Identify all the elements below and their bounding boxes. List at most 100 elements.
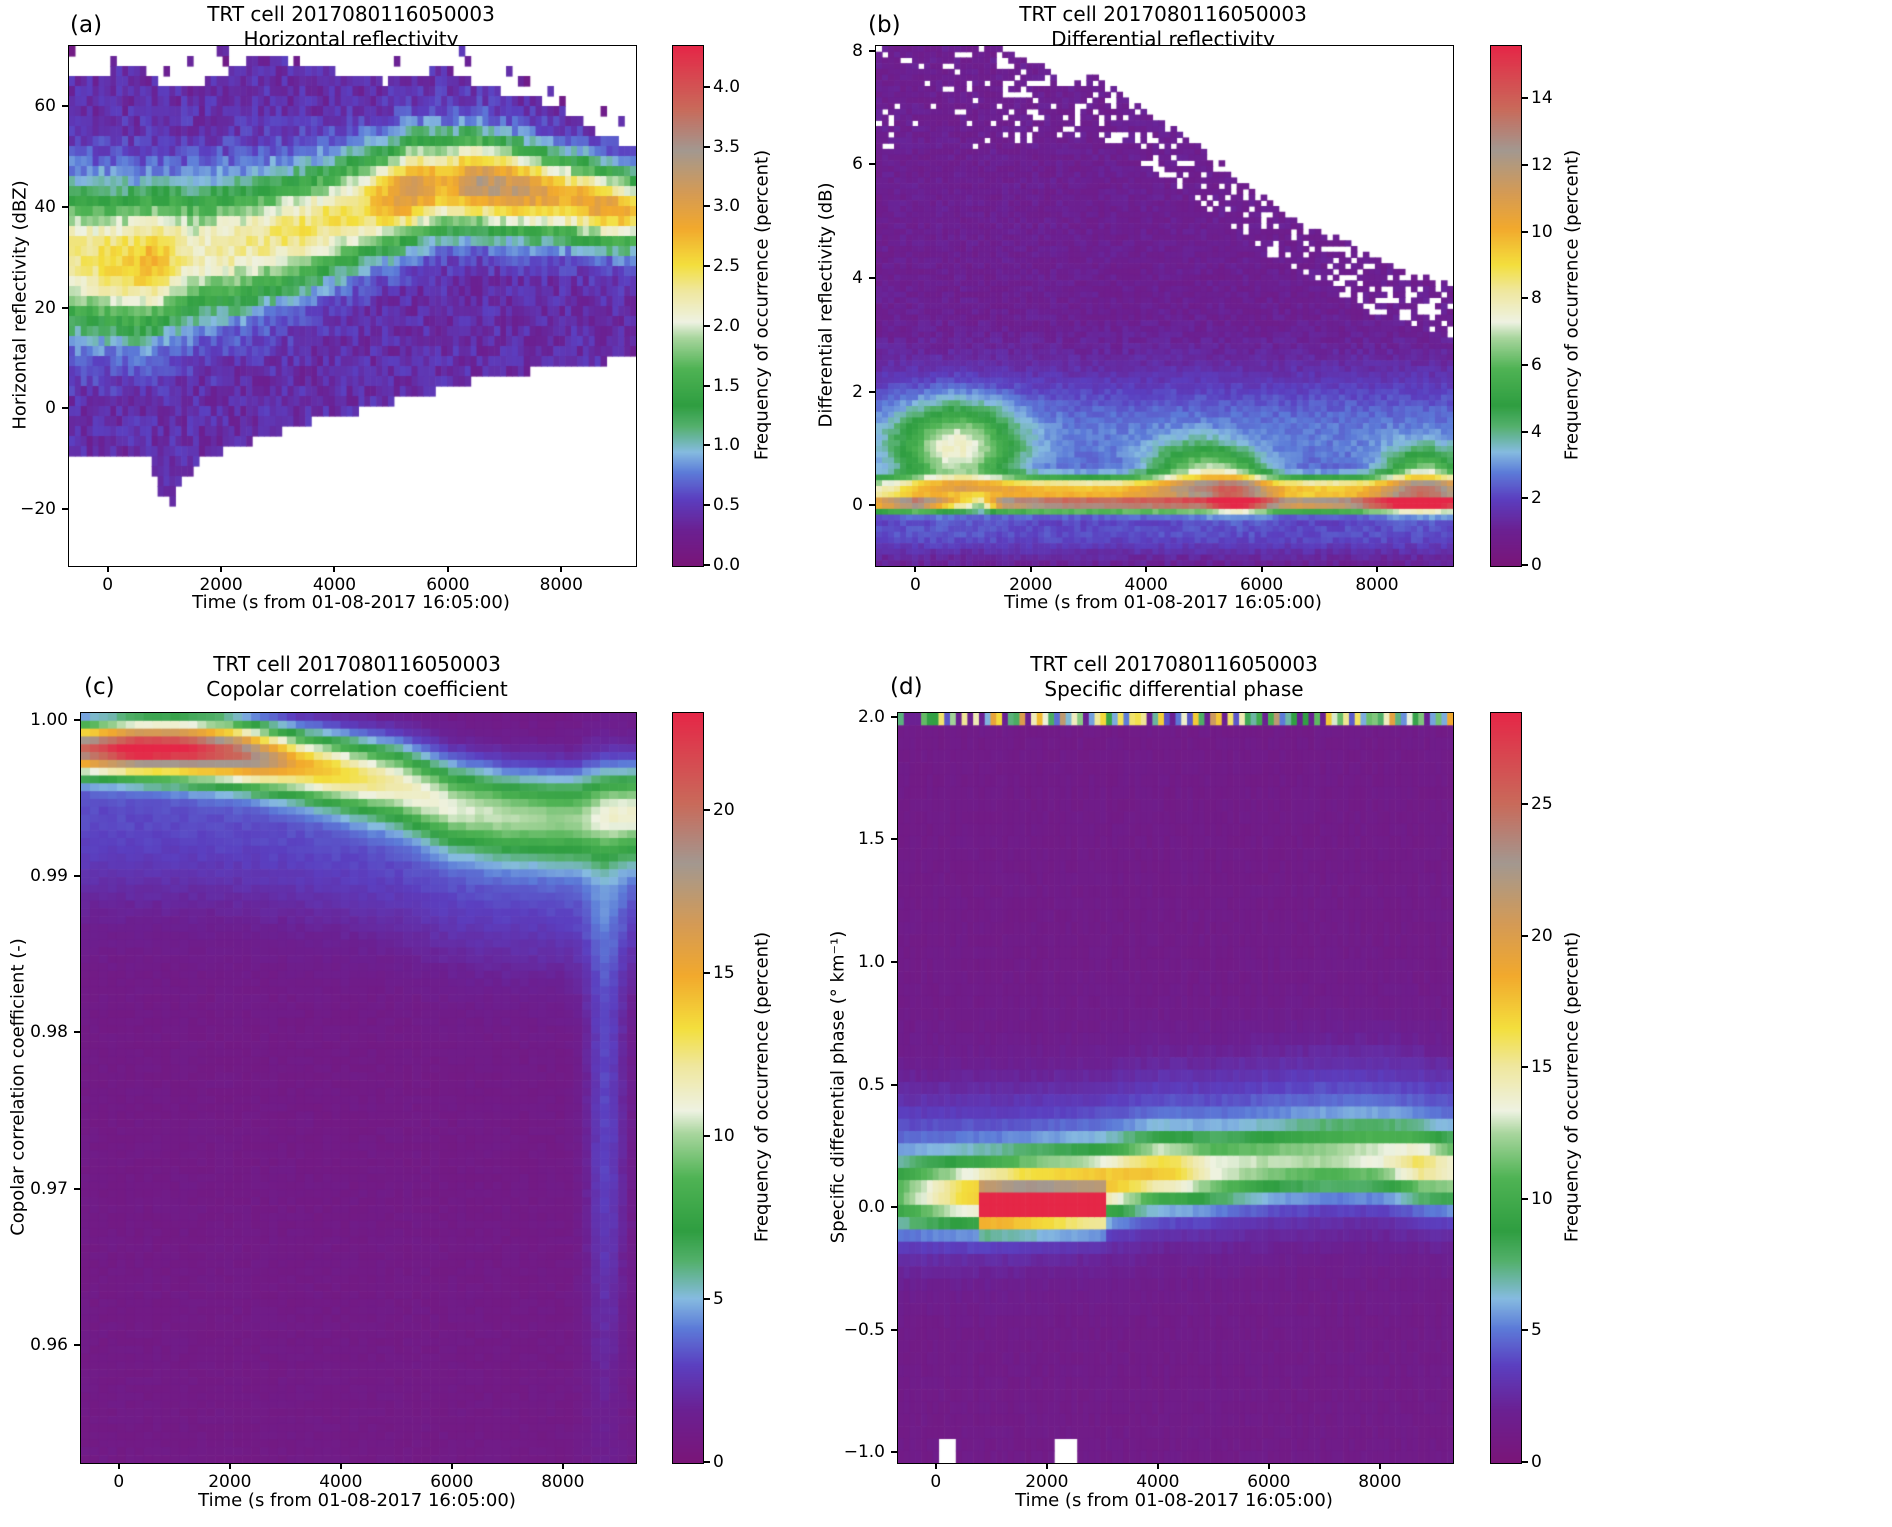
heatmap-c bbox=[80, 712, 637, 1464]
y-tick-label: 1.0 bbox=[857, 952, 885, 972]
x-tick-label: 2000 bbox=[1009, 575, 1053, 595]
x-tick-mark bbox=[560, 566, 563, 572]
x-tick-mark bbox=[1375, 566, 1378, 572]
y-tick-label: 2.0 bbox=[857, 706, 885, 727]
colorbar-tick-label: 4 bbox=[1531, 421, 1542, 442]
colorbar-tick-label: 1.5 bbox=[713, 375, 741, 396]
colorbar-tick-mark bbox=[704, 1297, 710, 1300]
x-tick-label: 8000 bbox=[1355, 575, 1399, 595]
y-tick-label: −0.5 bbox=[843, 1319, 885, 1340]
x-tick-label: 6000 bbox=[1247, 1472, 1291, 1492]
colorbar-tick-label: 6 bbox=[1531, 355, 1542, 375]
y-tick-label: −1.0 bbox=[843, 1442, 885, 1463]
y-tick-mark bbox=[74, 718, 80, 721]
panel-label-a: (a) bbox=[70, 12, 103, 38]
x-tick-label: 0 bbox=[102, 575, 114, 595]
x-tick-mark bbox=[228, 1463, 231, 1469]
colorbar-tick-mark bbox=[1522, 430, 1528, 433]
x-tick-label: 0 bbox=[113, 1472, 125, 1492]
colorbar-tick-label: 15 bbox=[713, 962, 735, 983]
x-tick-mark bbox=[450, 1463, 453, 1469]
y-tick-label: 0.99 bbox=[30, 866, 68, 887]
colorbar-tick-mark bbox=[1522, 1461, 1528, 1463]
colorbar-tick-mark bbox=[1522, 564, 1528, 566]
panel-label-d: (d) bbox=[890, 674, 923, 700]
y-tick-mark bbox=[74, 1031, 80, 1034]
y-tick-label: −20 bbox=[20, 499, 56, 520]
colorbar-tick-label: 12 bbox=[1531, 155, 1553, 175]
x-tick-label: 4000 bbox=[1124, 575, 1168, 595]
colorbar-tick-label: 2 bbox=[1531, 488, 1542, 509]
y-tick-label: 20 bbox=[34, 297, 56, 318]
colorbar-tick-label: 0 bbox=[713, 1452, 724, 1472]
y-tick-mark bbox=[74, 1187, 80, 1190]
panel-d-title: TRT cell 2017080116050003 bbox=[1030, 652, 1318, 676]
colorbar-tick-label: 8 bbox=[1531, 288, 1542, 309]
panel-label-c: (c) bbox=[84, 674, 115, 700]
x-tick-label: 0 bbox=[930, 1472, 942, 1492]
x-tick-mark bbox=[117, 1463, 120, 1469]
panel-c-colorbar-label: Frequency of occurrence (percent) bbox=[751, 931, 773, 1243]
y-tick-label: 8 bbox=[852, 40, 863, 61]
y-tick-label: 60 bbox=[34, 95, 56, 116]
panel-d-subtitle: Specific differential phase bbox=[1044, 677, 1304, 701]
x-tick-label: 2000 bbox=[1025, 1472, 1069, 1492]
x-tick-label: 8000 bbox=[541, 1472, 585, 1492]
colorbar-tick-label: 10 bbox=[1531, 1188, 1553, 1209]
heatmap-b bbox=[875, 45, 1454, 567]
colorbar-tick-mark bbox=[704, 1461, 710, 1463]
x-tick-label: 4000 bbox=[312, 575, 357, 595]
colorbar-tick-mark bbox=[1522, 1329, 1528, 1332]
x-tick-label: 4000 bbox=[319, 1472, 363, 1492]
y-tick-mark bbox=[62, 508, 68, 511]
x-tick-mark bbox=[220, 566, 223, 572]
heatmap-a bbox=[68, 45, 637, 567]
x-tick-mark bbox=[934, 1463, 937, 1469]
colorbar-tick-label: 5 bbox=[1531, 1320, 1542, 1341]
y-tick-label: 0 bbox=[852, 495, 863, 516]
colorbar-tick-mark bbox=[704, 971, 710, 974]
colorbar-tick-label: 4.0 bbox=[713, 76, 741, 97]
y-tick-label: 6 bbox=[852, 154, 863, 175]
panel-b-xlabel: Time (s from 01-08-2017 16:05:00) bbox=[1004, 592, 1322, 613]
colorbar-tick-label: 10 bbox=[713, 1125, 735, 1146]
colorbar-tick-mark bbox=[1522, 364, 1528, 366]
colorbar-b bbox=[1490, 45, 1522, 567]
heatmap-d bbox=[897, 712, 1454, 1464]
colorbar-tick-label: 25 bbox=[1531, 794, 1553, 815]
x-tick-label: 8000 bbox=[539, 575, 583, 595]
x-tick-label: 0 bbox=[909, 575, 921, 595]
y-tick-mark bbox=[62, 104, 68, 107]
colorbar-tick-mark bbox=[1522, 97, 1528, 100]
colorbar-d bbox=[1490, 712, 1522, 1464]
colorbar-tick-label: 0.0 bbox=[713, 555, 741, 575]
x-tick-mark bbox=[1145, 566, 1148, 572]
colorbar-tick-mark bbox=[1522, 297, 1528, 300]
x-tick-mark bbox=[446, 566, 449, 572]
colorbar-tick-mark bbox=[704, 384, 710, 387]
panel-a-xlabel: Time (s from 01-08-2017 16:05:00) bbox=[192, 592, 510, 613]
y-tick-mark bbox=[891, 1451, 897, 1454]
panel-c-title: TRT cell 2017080116050003 bbox=[213, 652, 501, 676]
colorbar-tick-mark bbox=[704, 1134, 710, 1137]
panel-c-subtitle: Copolar correlation coefficient bbox=[206, 677, 508, 701]
y-tick-label: 40 bbox=[34, 196, 56, 217]
x-tick-mark bbox=[561, 1463, 564, 1469]
colorbar-tick-mark bbox=[704, 564, 710, 566]
y-tick-label: 0.0 bbox=[857, 1197, 885, 1218]
panel-a-title: TRT cell 2017080116050003 bbox=[207, 2, 495, 26]
colorbar-tick-mark bbox=[704, 504, 710, 507]
panel-d-xlabel: Time (s from 01-08-2017 16:05:00) bbox=[1015, 1490, 1333, 1511]
colorbar-tick-mark bbox=[1522, 1066, 1528, 1069]
colorbar-tick-label: 0 bbox=[1531, 555, 1542, 575]
colorbar-tick-mark bbox=[1522, 934, 1528, 937]
x-tick-label: 6000 bbox=[430, 1472, 474, 1492]
y-tick-mark bbox=[869, 163, 875, 166]
y-tick-label: 2 bbox=[852, 381, 863, 402]
colorbar-tick-label: 3.0 bbox=[713, 196, 741, 217]
y-tick-mark bbox=[891, 838, 897, 841]
panel-b-colorbar-label: Frequency of occurrence (percent) bbox=[1561, 149, 1583, 461]
colorbar-tick-mark bbox=[704, 205, 710, 208]
y-tick-mark bbox=[62, 205, 68, 208]
y-tick-label: 1.5 bbox=[857, 829, 885, 850]
